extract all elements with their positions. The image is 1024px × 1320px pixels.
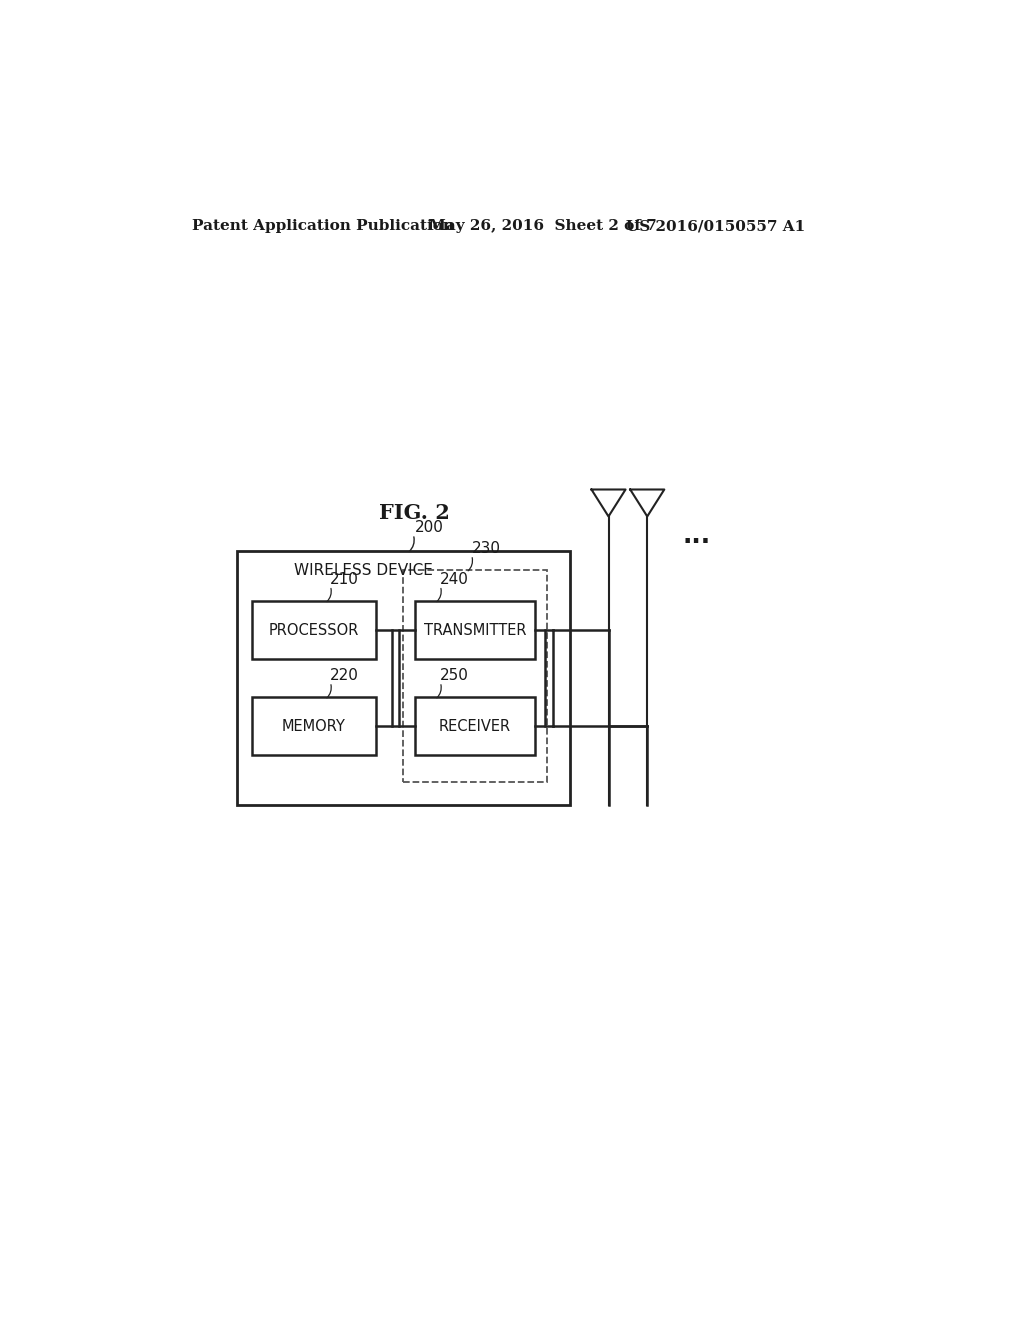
Text: RECEIVER: RECEIVER (438, 719, 511, 734)
Text: 220: 220 (331, 668, 359, 684)
Bar (237, 552, 569, 805)
Text: 210: 210 (331, 572, 359, 587)
Bar (252, 697, 376, 755)
Text: 200: 200 (415, 520, 443, 536)
Text: PROCESSOR: PROCESSOR (269, 623, 359, 638)
Text: Patent Application Publication: Patent Application Publication (193, 219, 455, 234)
Text: US 2016/0150557 A1: US 2016/0150557 A1 (627, 219, 806, 234)
Bar (403, 570, 547, 781)
Bar (415, 601, 535, 659)
Text: TRANSMITTER: TRANSMITTER (424, 623, 526, 638)
Text: ...: ... (682, 524, 711, 548)
Text: 230: 230 (471, 541, 501, 556)
Text: May 26, 2016  Sheet 2 of 7: May 26, 2016 Sheet 2 of 7 (429, 219, 656, 234)
Text: 240: 240 (440, 572, 469, 587)
Text: WIRELESS DEVICE: WIRELESS DEVICE (294, 562, 432, 578)
Bar (415, 697, 535, 755)
Text: 250: 250 (440, 668, 469, 684)
Text: FIG. 2: FIG. 2 (379, 503, 451, 523)
Text: MEMORY: MEMORY (282, 719, 346, 734)
Bar (252, 601, 376, 659)
